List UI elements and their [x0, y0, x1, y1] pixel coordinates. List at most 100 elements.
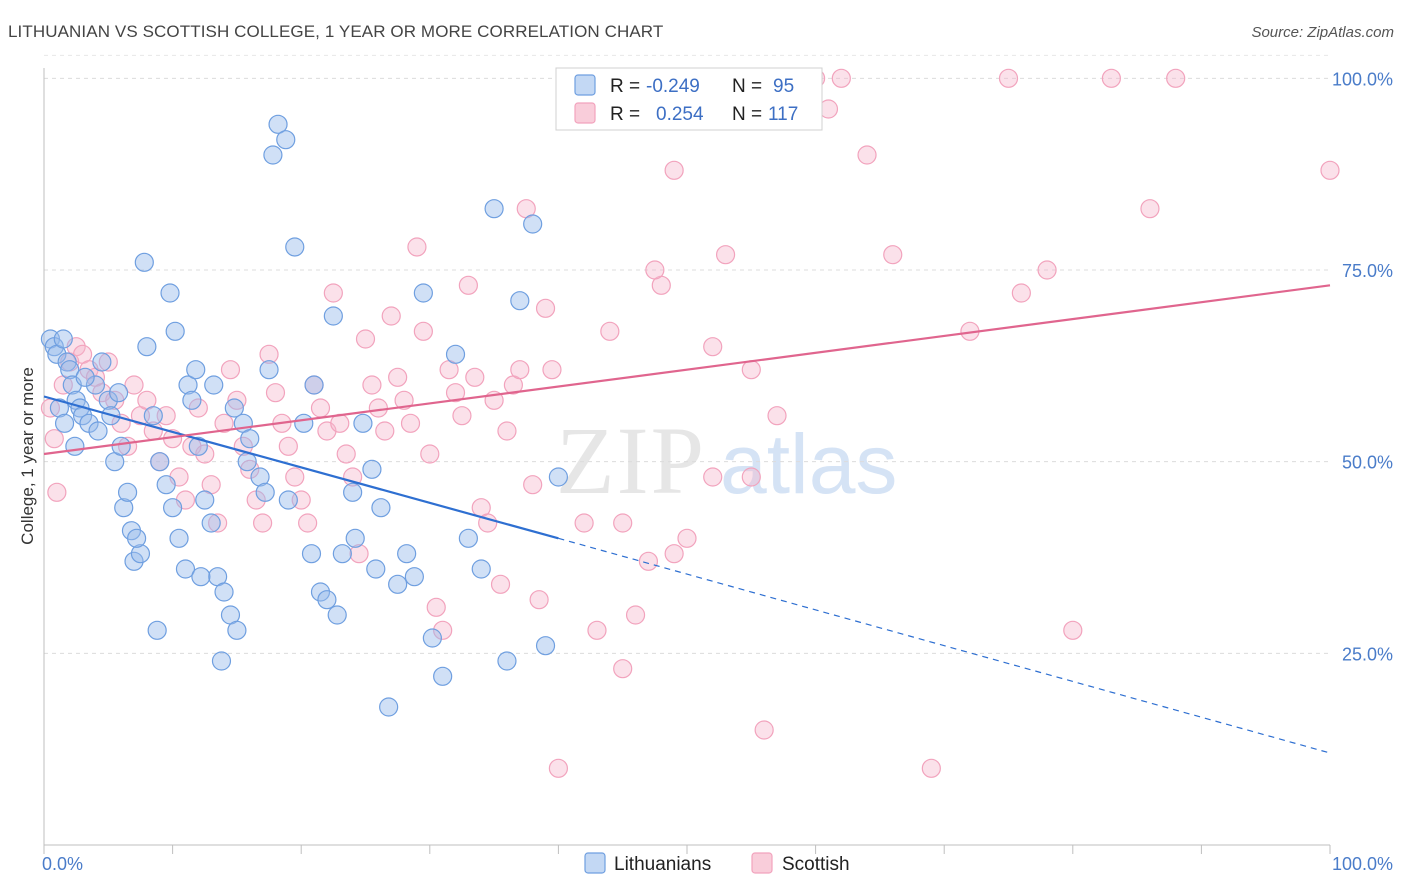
scottish-point [368, 398, 388, 418]
lithuanian-point [54, 413, 75, 433]
scottish-point [857, 145, 877, 165]
scottish-point [921, 758, 941, 778]
lithuanian-point [65, 436, 85, 456]
scottish-point [548, 758, 569, 778]
scottish-point [375, 421, 395, 441]
scottish-point [767, 406, 787, 426]
lithuanian-point [227, 620, 247, 640]
scottish-point [445, 383, 466, 403]
scottish-point [535, 298, 556, 318]
scottish-point [400, 413, 421, 433]
lithuanian-point [422, 628, 442, 648]
lithuanian-point [259, 360, 279, 380]
legend-n-label-scottish: N = [732, 104, 762, 125]
scottish-point [259, 344, 279, 364]
scottish-point [47, 482, 67, 502]
lithuanian-point [548, 467, 569, 487]
lithuanian-point [371, 498, 391, 518]
scottish-point [253, 513, 273, 533]
grid-lines [44, 54, 1330, 654]
scottish-point [587, 620, 607, 640]
lithuanian-point [214, 582, 234, 602]
lithuanian-point [310, 582, 331, 602]
scottish-point [754, 720, 774, 740]
lithuanian-point [124, 551, 144, 571]
bottom-legend-swatch-scottish [751, 852, 773, 874]
scottish-point [310, 398, 331, 418]
lithuanian-point [88, 421, 108, 441]
lithuanian-point [510, 291, 530, 311]
legend: R = -0.249 N = 95 R = 0.254 N = 117 [555, 67, 823, 131]
lithuanian-point [388, 574, 408, 594]
legend-n-value-lithuanians: 95 [773, 76, 794, 97]
scottish-point [703, 337, 723, 357]
scottish-point [413, 321, 433, 341]
lithuanian-point [150, 452, 170, 472]
lithuanian-point [53, 329, 73, 349]
lithuanian-point [366, 559, 386, 579]
scottish-point [323, 283, 343, 303]
scottish-point [625, 605, 646, 625]
lithuanian-point [255, 482, 275, 502]
lithuanian-point [111, 436, 131, 456]
scottish-point [124, 375, 144, 395]
x-tick-label-0: 0.0% [42, 854, 83, 874]
bottom-legend: Lithuanians Scottish [584, 852, 850, 875]
scottish-point [98, 352, 118, 372]
lithuanian-point [294, 413, 314, 433]
x-tick-label-100: 100.0% [1332, 854, 1393, 874]
chart-title: LITHUANIAN VS SCOTTISH COLLEGE, 1 YEAR O… [8, 22, 664, 41]
lithuanian-point [323, 306, 343, 326]
lithuanian-points [40, 114, 569, 717]
lithuanian-point [523, 214, 543, 234]
scottish-point [227, 390, 247, 410]
legend-r-label-scottish: R = [610, 104, 640, 125]
scottish-point [645, 260, 665, 280]
scottish-point [664, 160, 684, 180]
x-ticks [43, 845, 1331, 854]
scottish-point [497, 421, 517, 441]
scottish-point [715, 245, 736, 265]
bottom-legend-swatch-lithuanians [584, 852, 606, 874]
scottish-point [703, 467, 723, 487]
scottish-point [741, 360, 761, 380]
scottish-point [490, 574, 511, 594]
scottish-point [278, 436, 298, 456]
lithuanian-point [114, 498, 134, 518]
legend-r-label-lithuanians: R = [610, 76, 640, 97]
lithuanian-point [301, 544, 322, 564]
lithuanian-point [169, 528, 189, 548]
scottish-point [208, 513, 228, 533]
bottom-legend-label-scottish: Scottish [782, 854, 850, 875]
lithuanian-point [160, 283, 180, 303]
watermark-atlas: atlas [720, 417, 897, 511]
legend-swatch-lithuanians [574, 74, 596, 96]
lithuanian-point [413, 283, 433, 303]
lithuanian-point [188, 436, 208, 456]
lithuanian-point [204, 375, 224, 395]
scottish-point [349, 544, 369, 564]
trend-lines [43, 284, 1331, 754]
scottish-point [741, 467, 761, 487]
lithuanian-point [182, 390, 202, 410]
lithuanian-point [163, 498, 183, 518]
lithuanian-point [535, 636, 556, 656]
y-tick-label: 50.0% [1342, 453, 1393, 473]
scottish-point [265, 383, 286, 403]
scottish-point [510, 360, 530, 380]
lithuanian-point [304, 375, 324, 395]
legend-n-value-scottish: 117 [768, 104, 798, 125]
scottish-point [388, 367, 408, 387]
lithuanian-point [484, 199, 504, 219]
lithuanian-point [178, 375, 198, 395]
scottish-point [664, 544, 684, 564]
scottish-point [613, 513, 633, 533]
lithuanian-point [126, 528, 147, 548]
legend-r-value-scottish: 0.254 [656, 104, 704, 125]
lithuanian-point [108, 383, 129, 403]
watermark-zip: ZIP [556, 407, 706, 514]
scottish-point [285, 467, 305, 487]
scottish-point [523, 475, 543, 495]
lithuanian-point [60, 360, 80, 380]
scottish-point [394, 390, 414, 410]
